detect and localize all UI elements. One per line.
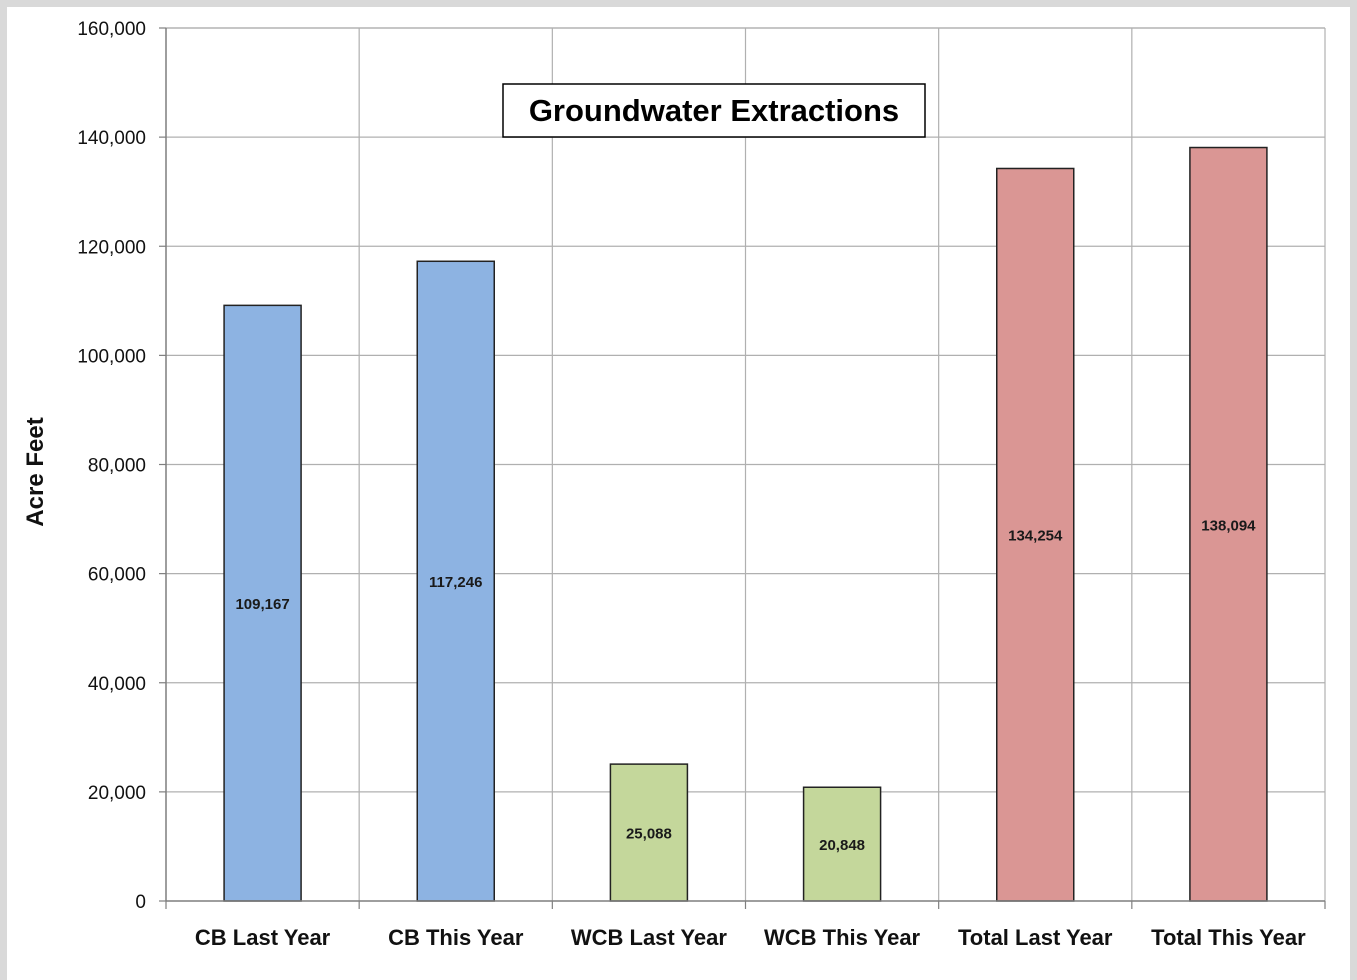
y-tick-label: 140,000 (77, 128, 146, 149)
data-label: 138,094 (1201, 517, 1256, 534)
x-tick-label: Total This Year (1151, 925, 1306, 950)
chart-area: 0 20,000 40,000 60,000 80,000 100,000 120,000 1… (7, 7, 1350, 980)
x-tick-label: WCB This Year (764, 925, 921, 950)
y-tick-label: 160,000 (77, 19, 146, 40)
x-tick-label: WCB Last Year (571, 925, 728, 950)
y-tick-label: 80,000 (88, 456, 146, 477)
bar-chart: 0 20,000 40,000 60,000 80,000 100,000 120,000 1… (22, 19, 1326, 950)
data-label: 109,167 (235, 596, 289, 613)
x-tick-label: CB Last Year (195, 925, 331, 950)
y-tick-label: 100,000 (77, 346, 146, 367)
data-label: 25,088 (626, 826, 672, 843)
y-tick-label: 20,000 (88, 783, 146, 804)
chart-title: Groundwater Extractions (529, 93, 899, 128)
x-tick-label: CB This Year (388, 925, 524, 950)
bar (609, 763, 689, 902)
data-label: 134,254 (1008, 528, 1063, 545)
y-axis-title: Acre Feet (22, 417, 49, 526)
x-tick-label: Total Last Year (958, 925, 1113, 950)
y-tick-label: 40,000 (88, 674, 146, 695)
y-tick-label: 0 (135, 892, 146, 913)
data-label: 20,848 (819, 837, 865, 854)
gridlines (166, 27, 1326, 901)
bar (416, 260, 495, 902)
y-tick-label: 120,000 (77, 237, 146, 258)
chart-title-box: Groundwater Extractions (502, 83, 926, 138)
bar (223, 304, 302, 902)
y-tick-label: 60,000 (88, 565, 146, 586)
axes (159, 27, 1326, 909)
bar (1189, 146, 1268, 902)
bars (223, 146, 1268, 902)
bar (802, 786, 882, 902)
data-label: 117,246 (429, 574, 482, 591)
labels: 0 20,000 40,000 60,000 80,000 100,000 120,000 1… (77, 19, 1306, 950)
